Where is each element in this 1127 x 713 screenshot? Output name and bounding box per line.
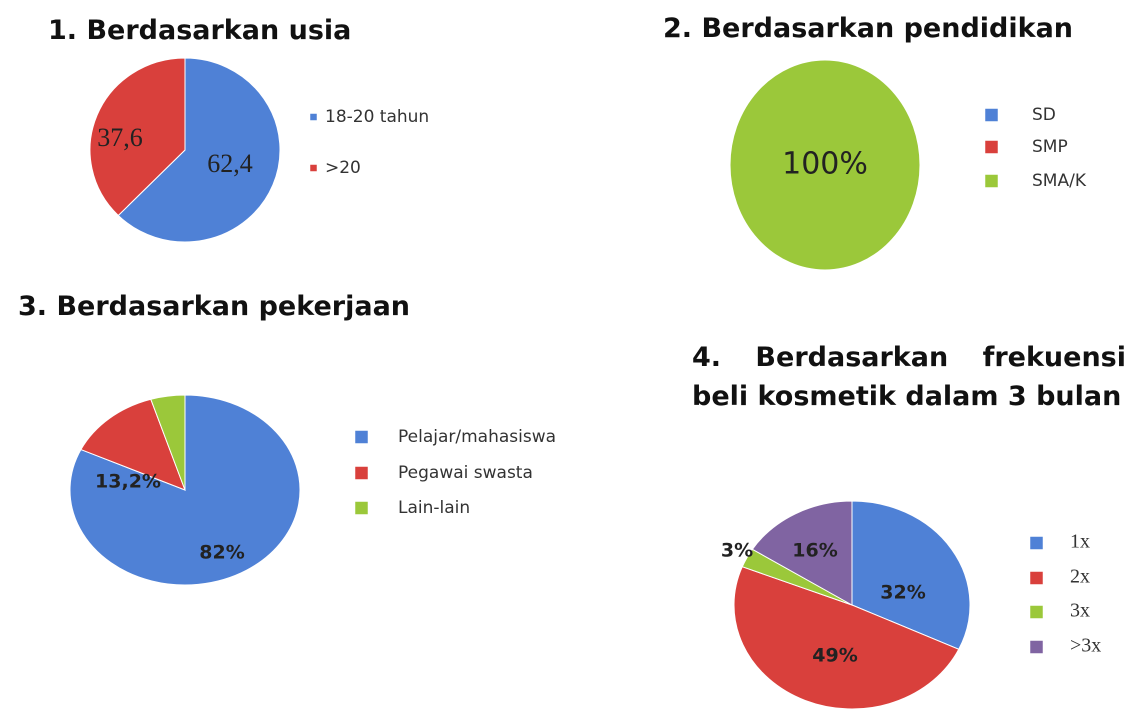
pie-slice — [729, 59, 921, 271]
legend-label: 1x — [1070, 531, 1090, 553]
data-label: 49% — [812, 645, 857, 667]
data-label: 62,4 — [207, 149, 253, 178]
legend-marker — [1029, 640, 1044, 654]
pie-slice — [117, 57, 281, 243]
legend-label: SMA/K — [1032, 171, 1087, 191]
chart-title: 3. Berdasarkan pekerjaan — [18, 291, 411, 322]
legend-label: SD — [1032, 105, 1056, 125]
legend-label: SMP — [1032, 137, 1068, 157]
pie-slice — [751, 500, 853, 606]
legend-marker — [354, 466, 369, 480]
pie-slice — [733, 566, 960, 710]
data-label: 82% — [199, 542, 244, 564]
chart-title: 4. Berdasarkan frekuensi beli kosmetik d… — [692, 342, 1126, 412]
data-label: 16% — [792, 540, 837, 562]
legend-marker — [309, 164, 318, 172]
legend-marker — [354, 501, 369, 515]
legend-label: >20 — [325, 158, 361, 178]
legend-label: 18-20 tahun — [325, 107, 429, 127]
legend-marker — [984, 174, 999, 188]
legend-marker — [984, 108, 999, 122]
data-label: 13,2% — [95, 471, 161, 493]
chart-title: 1. Berdasarkan usia — [48, 15, 352, 46]
data-label: 37,6 — [97, 123, 143, 152]
legend-marker — [984, 140, 999, 154]
legend-marker — [1029, 605, 1044, 619]
legend-marker — [309, 113, 318, 121]
legend-marker — [1029, 536, 1044, 550]
pie-slice — [150, 394, 186, 491]
legend-label: Pegawai swasta — [398, 463, 533, 483]
data-label: 3% — [721, 540, 753, 562]
legend-label: >3x — [1070, 635, 1101, 657]
legend-label: 3x — [1070, 600, 1090, 622]
pie-slice — [851, 500, 971, 650]
legend-label: Lain-lain — [398, 498, 470, 518]
legend-marker — [1029, 571, 1044, 585]
legend-label: Pelajar/mahasiswa — [398, 427, 556, 447]
legend-marker — [354, 430, 369, 444]
data-label: 100% — [782, 147, 868, 182]
legend-label: 2x — [1070, 566, 1090, 588]
data-label: 32% — [880, 582, 925, 604]
chart-title: 2. Berdasarkan pendidikan — [663, 13, 1074, 44]
pie-slice — [89, 57, 186, 217]
